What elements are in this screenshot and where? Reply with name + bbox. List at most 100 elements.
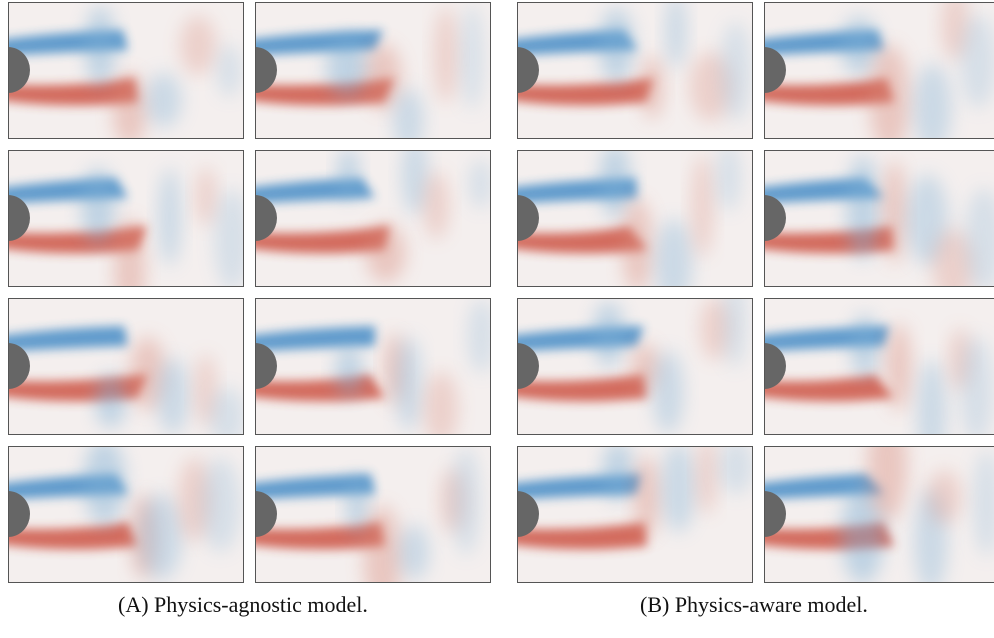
vortex-red (434, 6, 458, 104)
vortex-blue (461, 4, 483, 110)
vortex-blue (716, 150, 741, 211)
vortex-blue (209, 387, 244, 435)
panel-border (764, 2, 994, 139)
vortex-red (691, 154, 714, 258)
vortex-red (926, 470, 962, 524)
vortex-blue (592, 301, 625, 367)
cylinder (517, 343, 539, 389)
cylinder (255, 47, 277, 93)
vortex-red (114, 217, 146, 287)
vortex-blue (973, 449, 994, 557)
vortex-blue (156, 357, 190, 435)
flow-panel (764, 2, 994, 139)
vortex-blue (214, 188, 244, 287)
vortex-red (621, 198, 653, 287)
vortex-red (363, 505, 402, 583)
vortex-blue (599, 150, 631, 219)
vortex-blue (255, 474, 375, 500)
vortex-blue (158, 168, 182, 266)
vortex-blue (913, 63, 952, 139)
vortex-red (932, 229, 974, 287)
vortex-red (640, 55, 664, 119)
vortex-red (764, 374, 894, 402)
vortex-blue (720, 21, 752, 122)
vortex-blue (917, 359, 947, 435)
cylinder (255, 343, 277, 389)
vortex-red (517, 226, 647, 254)
vortex-blue (8, 326, 128, 352)
caption-a: (A) Physics-agnostic model. (118, 592, 368, 617)
vortex-red (8, 522, 138, 550)
vortex-blue (83, 446, 126, 526)
vortex-red (195, 166, 217, 227)
cylinder (517, 491, 539, 537)
vortex-blue (217, 44, 242, 98)
vortex-blue (451, 446, 481, 556)
flow-panel (764, 298, 994, 435)
vortex-blue (602, 446, 634, 501)
vortex-blue (335, 345, 363, 397)
vortex-blue (850, 313, 879, 378)
vortex-red (423, 171, 450, 240)
vortex-red (517, 374, 647, 402)
flow-panel (517, 150, 753, 287)
flow-panel (255, 298, 491, 435)
panel-border (517, 150, 753, 287)
vortex-blue (840, 16, 879, 75)
cylinder (764, 195, 786, 241)
panel-border (517, 298, 753, 435)
cylinder (8, 47, 30, 93)
flow-panel (8, 298, 244, 435)
vortex-blue (723, 298, 747, 369)
vortex-blue (401, 150, 429, 215)
vortex-blue (964, 187, 994, 287)
cylinder (764, 47, 786, 93)
vortex-red (179, 15, 217, 76)
vortex-red (365, 43, 402, 111)
vortex-red (869, 44, 910, 139)
vortex-blue (398, 524, 430, 580)
panel-border (764, 446, 994, 583)
vortex-blue (846, 155, 880, 260)
panel-border (8, 2, 244, 139)
vortex-blue (145, 72, 182, 128)
vortex-red (867, 446, 908, 522)
panel-border (517, 446, 753, 583)
cylinder (8, 195, 30, 241)
vortex-red (885, 323, 912, 412)
flow-panel (255, 446, 491, 583)
vortex-red (633, 456, 660, 538)
panel-border (255, 298, 491, 435)
vortex-red (423, 371, 459, 435)
vortex-blue (468, 158, 491, 209)
flow-panel (517, 2, 753, 139)
flow-panel (8, 150, 244, 287)
flow-panel (517, 446, 753, 583)
panel-border (764, 150, 994, 287)
vortex-red (764, 78, 894, 106)
vortex-red (8, 78, 138, 106)
vortex-blue (346, 475, 369, 534)
panel-border (8, 150, 244, 287)
vortex-red (129, 336, 166, 411)
vortex-blue (661, 446, 696, 533)
vortex-red (631, 343, 660, 395)
panel-border (517, 2, 753, 139)
vortex-blue (139, 493, 183, 581)
caption-b: (B) Physics-aware model. (640, 592, 868, 617)
flow-panel (255, 2, 491, 139)
vortex-blue (599, 8, 634, 83)
flow-panel (255, 150, 491, 287)
cylinder (517, 195, 539, 241)
vortex-blue (960, 14, 994, 109)
cylinder (8, 343, 30, 389)
vortex-blue (255, 326, 376, 352)
vortex-blue (200, 457, 241, 553)
vortex-blue (393, 88, 424, 139)
vortex-red (8, 226, 147, 254)
cylinder (764, 343, 786, 389)
vortex-red (696, 446, 717, 515)
panel-border (8, 446, 244, 583)
vortex-blue (665, 2, 687, 69)
panel-border (255, 2, 491, 139)
